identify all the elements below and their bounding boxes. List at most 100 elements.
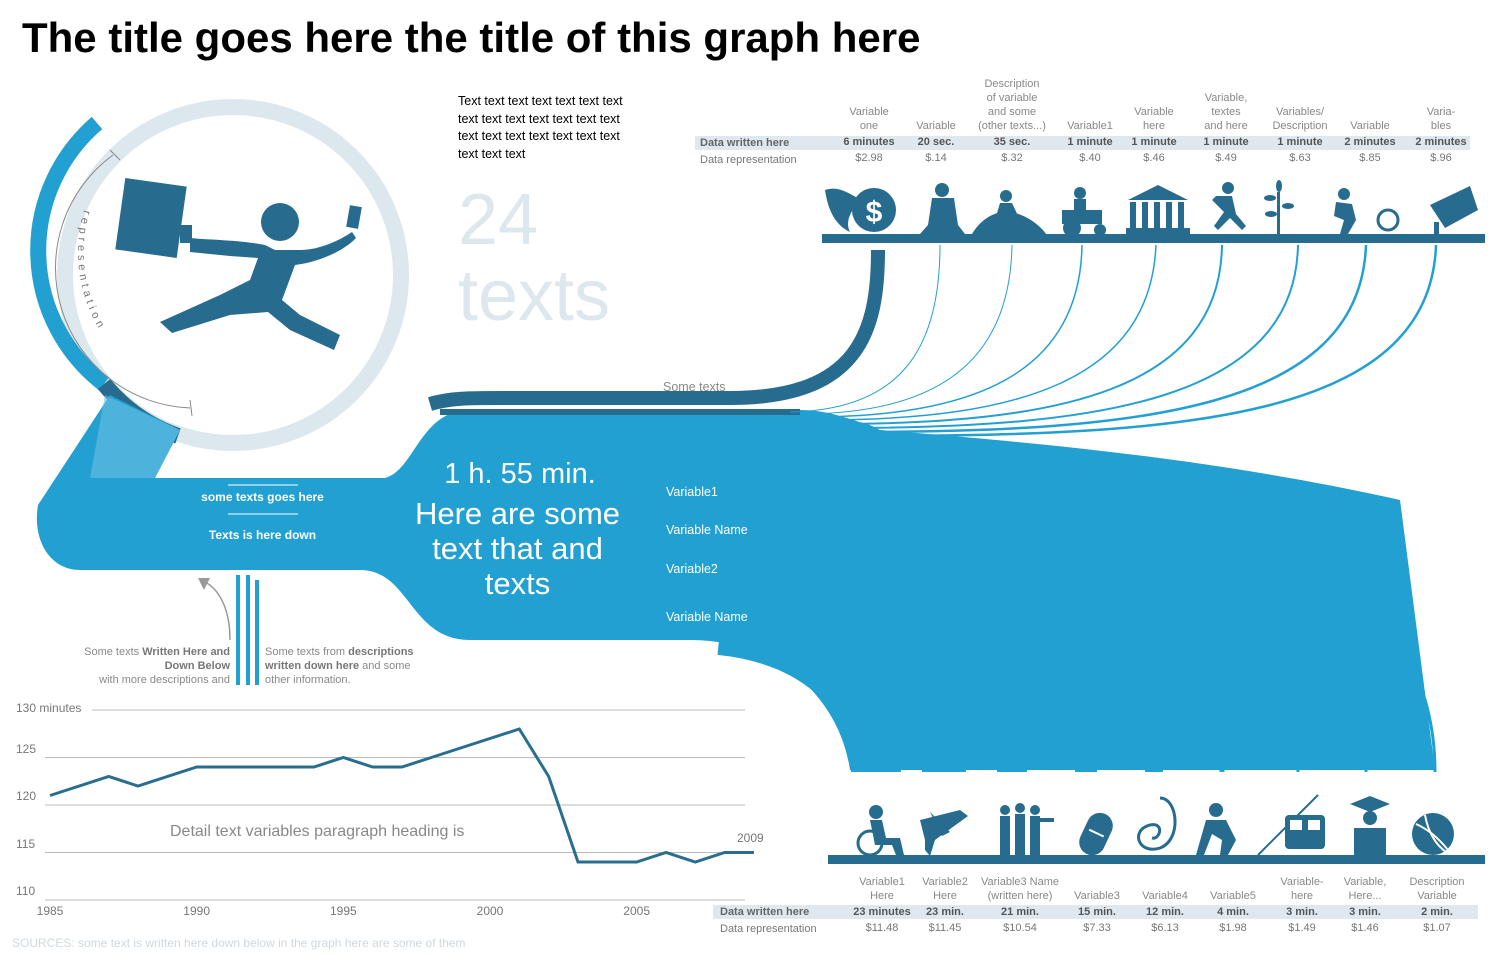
stethoscope-icon [1137,796,1177,851]
bottom-col-value-9: 2 min. [1421,906,1453,918]
circle-blue-arc [30,116,109,391]
chart-grid [45,709,745,901]
top-row1-label: Data written here [700,137,790,149]
top-col-cost-3: $.32 [1001,152,1023,164]
bottom-col-cost-3: $10.54 [1003,922,1037,934]
top-col-value-4: 1 minute [1067,136,1113,148]
hand-money-icon [1430,186,1478,234]
bottom-col-value-5: 12 min. [1146,906,1184,918]
intro-text: Text text text text text text text text … [458,94,623,161]
bottom-col-cost-6: $1.98 [1219,922,1247,934]
chart-xtick-label: 1985 [36,904,64,918]
annotation-right: Some texts from descriptions written dow… [265,645,445,687]
annotation-right-bold1: descriptions [348,646,414,658]
top-col-cost-6: $.49 [1215,152,1237,164]
bottom-col-head-9: Description Variable [1409,876,1465,902]
svg-text:$: $ [866,196,883,229]
bottom-col-cost-9: $1.07 [1423,922,1451,934]
bank-building-icon [1126,185,1190,234]
chart-xtick-label: 2005 [623,904,650,918]
circle-label: representation [64,190,124,380]
graduate-icon [1350,796,1390,855]
top-row2-label: Data representation [700,154,797,166]
top-col-value-9: 2 minutes [1415,136,1467,148]
helper-person-icon [1196,803,1236,855]
annotation-left-prefix: Some texts [84,646,143,658]
top-col-head-8: Variable [1350,120,1390,132]
page-title: The title goes here the title of this gr… [22,14,921,61]
big-word: texts [458,256,611,336]
bottom-col-head-8: Variable, Here... [1343,876,1387,902]
bottom-col-head-6: Variable5 [1210,890,1256,902]
top-col-head-1: Variable one [849,106,889,132]
bottom-col-head-2: Variable2 Here [922,876,968,902]
bracket-tick-top [109,149,121,161]
bottom-col-value-8: 3 min. [1349,906,1381,918]
svg-text:representation: representation [75,209,109,333]
center-line4: texts [484,566,551,601]
annotation-left-bold1: Written Here and [142,646,230,658]
chart-ytick-label: 110 [16,884,36,898]
top-col-head-4: Variable1 [1067,120,1113,132]
top-col-head-2: Variable [916,120,956,132]
bottom-col-value-7: 3 min. [1286,906,1318,918]
bottom-col-value-1: 23 minutes [853,906,911,918]
pill-icon [1079,812,1113,856]
chart-ytick-label: 125 [16,741,37,756]
chart-xtick-label: 1990 [183,904,210,918]
annotation-right-prefix: Some texts from [265,646,349,658]
annotation-arrow [204,581,231,641]
bottom-col-head-7: Variable-here [1280,876,1324,902]
bottom-col-value-2: 23 min. [926,906,964,918]
top-col-head-6: Variable, textes and here [1204,92,1248,132]
top-col-cost-4: $.40 [1079,152,1101,164]
bottom-col-value-3: 21 min. [1001,906,1039,918]
top-col-head-9: Varia-bles [1426,106,1456,132]
center-line3: text that and [432,531,603,566]
top-col-value-5: 1 minute [1131,136,1177,148]
sub-stem [236,575,259,685]
top-col-head-3: Description of variable and some (other tex… [978,78,1046,132]
bottom-col-head-4: Variable3 [1074,890,1120,902]
annotation-left-bold2: Down Below [164,660,230,672]
bottom-icons [856,794,1454,857]
chart-series-line [49,727,754,864]
worker-icon [1334,188,1400,234]
stem-label-top: some texts goes here [201,490,324,504]
farm-work-icon [972,190,1046,234]
bottom-ground-bar [828,855,1485,864]
annotation-right-bold2: written down here [265,660,360,672]
top-col-cost-5: $.46 [1143,152,1165,164]
chart-end-label: 2009 [737,831,764,845]
tractor-icon [1062,187,1106,237]
top-col-head-5: Variable here [1134,106,1174,132]
winged-dollar-icon: $ [825,188,896,232]
annotation-left-rest: with more descriptions and [99,674,230,686]
circle-label-text: representation [75,209,105,333]
big-number: 24 [458,180,539,260]
bottom-row2-label: Data representation [720,923,817,935]
bracket-tick-bottom [189,399,193,417]
top-col-value-3: 35 sec. [993,136,1031,148]
chart-xtick-label: 1995 [329,904,357,918]
bottom-col-cost-7: $1.49 [1288,922,1316,934]
running-businessman-icon [115,178,362,350]
bottom-col-head-5: Variable4 [1142,890,1188,902]
circle-ring [57,99,409,451]
annotation-right-rest1: and some [359,660,411,672]
top-table-band [695,136,1470,150]
branch-label-1: Variable1 [666,485,718,499]
top-col-cost-7: $.63 [1289,152,1311,164]
wheelchair-icon [856,805,904,857]
line-chart [45,709,754,901]
arrow-head [198,578,210,590]
top-col-head-7: Variables/Description [1272,106,1328,132]
center-line2: Here are some [414,496,621,531]
airplane-icon [920,810,968,856]
bottom-col-cost-4: $7.33 [1083,922,1111,934]
annotation-left: Some texts Written Here and Down Below w… [60,645,230,687]
bottom-col-value-4: 15 min. [1078,906,1116,918]
soldiers-icon [1000,803,1054,855]
plant-icon [1264,180,1294,234]
